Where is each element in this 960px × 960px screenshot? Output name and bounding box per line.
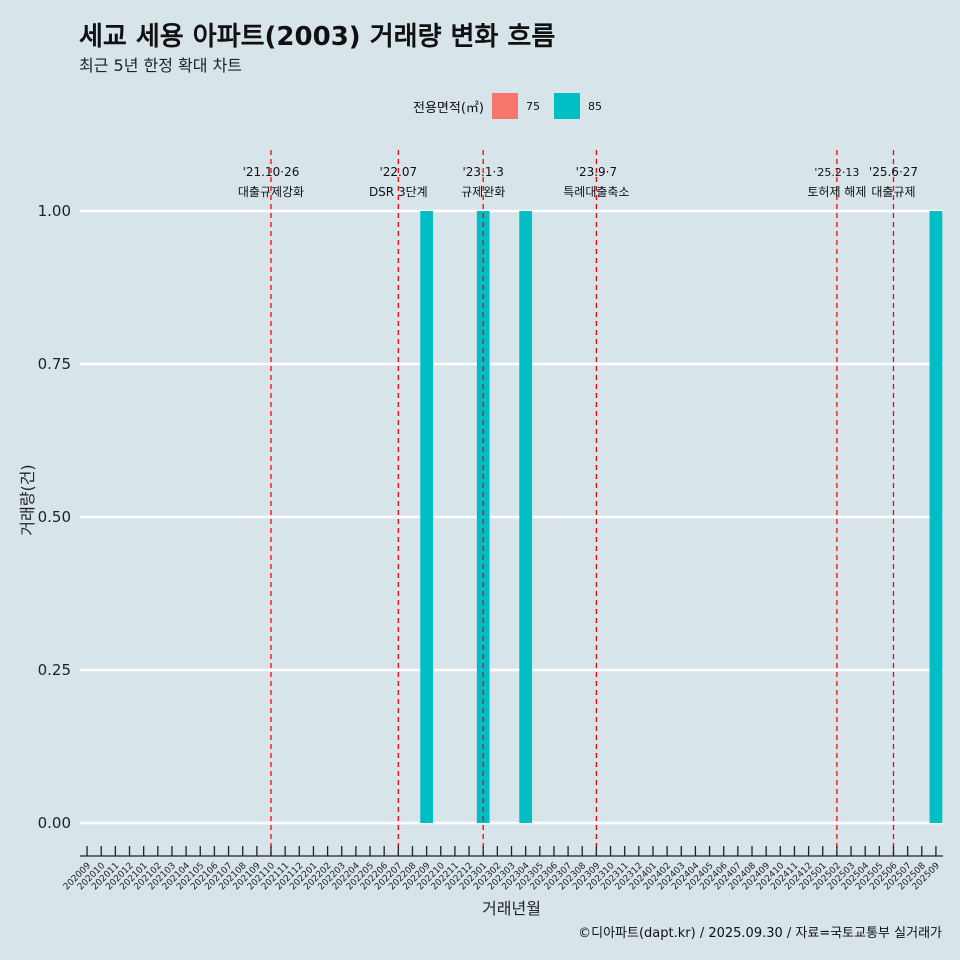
event-date-label: '25.6·27 — [869, 165, 918, 179]
source-caption: ©디아파트(dapt.kr) / 2025.09.30 / 자료=국토교통부 실… — [578, 926, 942, 941]
bar-85-202301 — [476, 211, 490, 823]
bar-85-202509 — [929, 211, 943, 823]
legend-label-85: 85 — [587, 99, 602, 113]
chart-subtitle: 최근 5년 한정 확대 차트 — [79, 56, 243, 75]
legend-swatch-85 — [553, 93, 580, 119]
legend: 전용면적(㎡) 75 85 — [413, 93, 608, 119]
event-date-label: '23.1·3 — [462, 165, 503, 179]
event-label: 대출규제 — [871, 185, 915, 199]
y-axis-title: 거래량(건) — [18, 464, 37, 535]
bar-85-202209 — [420, 211, 433, 823]
event-date-label: '21.10·26 — [243, 165, 300, 179]
y-tick-label: 0.50 — [38, 508, 71, 526]
chart-title: 세교 세용 아파트(2003) 거래량 변화 흐름 — [79, 22, 556, 52]
event-label: 대출규제강화 — [238, 185, 304, 199]
y-tick-label: 1.00 — [38, 202, 71, 220]
y-tick-label: 0.25 — [38, 661, 71, 679]
event-date-label: '23.9·7 — [576, 165, 617, 179]
event-date-label: '25.2·13 — [814, 166, 859, 179]
legend-label-75: 75 — [525, 99, 540, 113]
y-tick-label: 0.75 — [38, 355, 71, 373]
event-label: 특례대출축소 — [563, 185, 629, 199]
event-label: 규제완화 — [461, 185, 505, 199]
bar-85-202304 — [519, 211, 533, 823]
legend-title: 전용면적(㎡) — [413, 100, 484, 116]
legend-swatch-75 — [491, 93, 518, 119]
x-axis-title: 거래년월 — [482, 899, 541, 918]
event-label: DSR 3단계 — [369, 185, 428, 199]
y-tick-label: 0.00 — [38, 814, 71, 832]
event-label: 토허제 해제 — [807, 185, 866, 199]
event-date-label: '22.07 — [379, 165, 417, 179]
